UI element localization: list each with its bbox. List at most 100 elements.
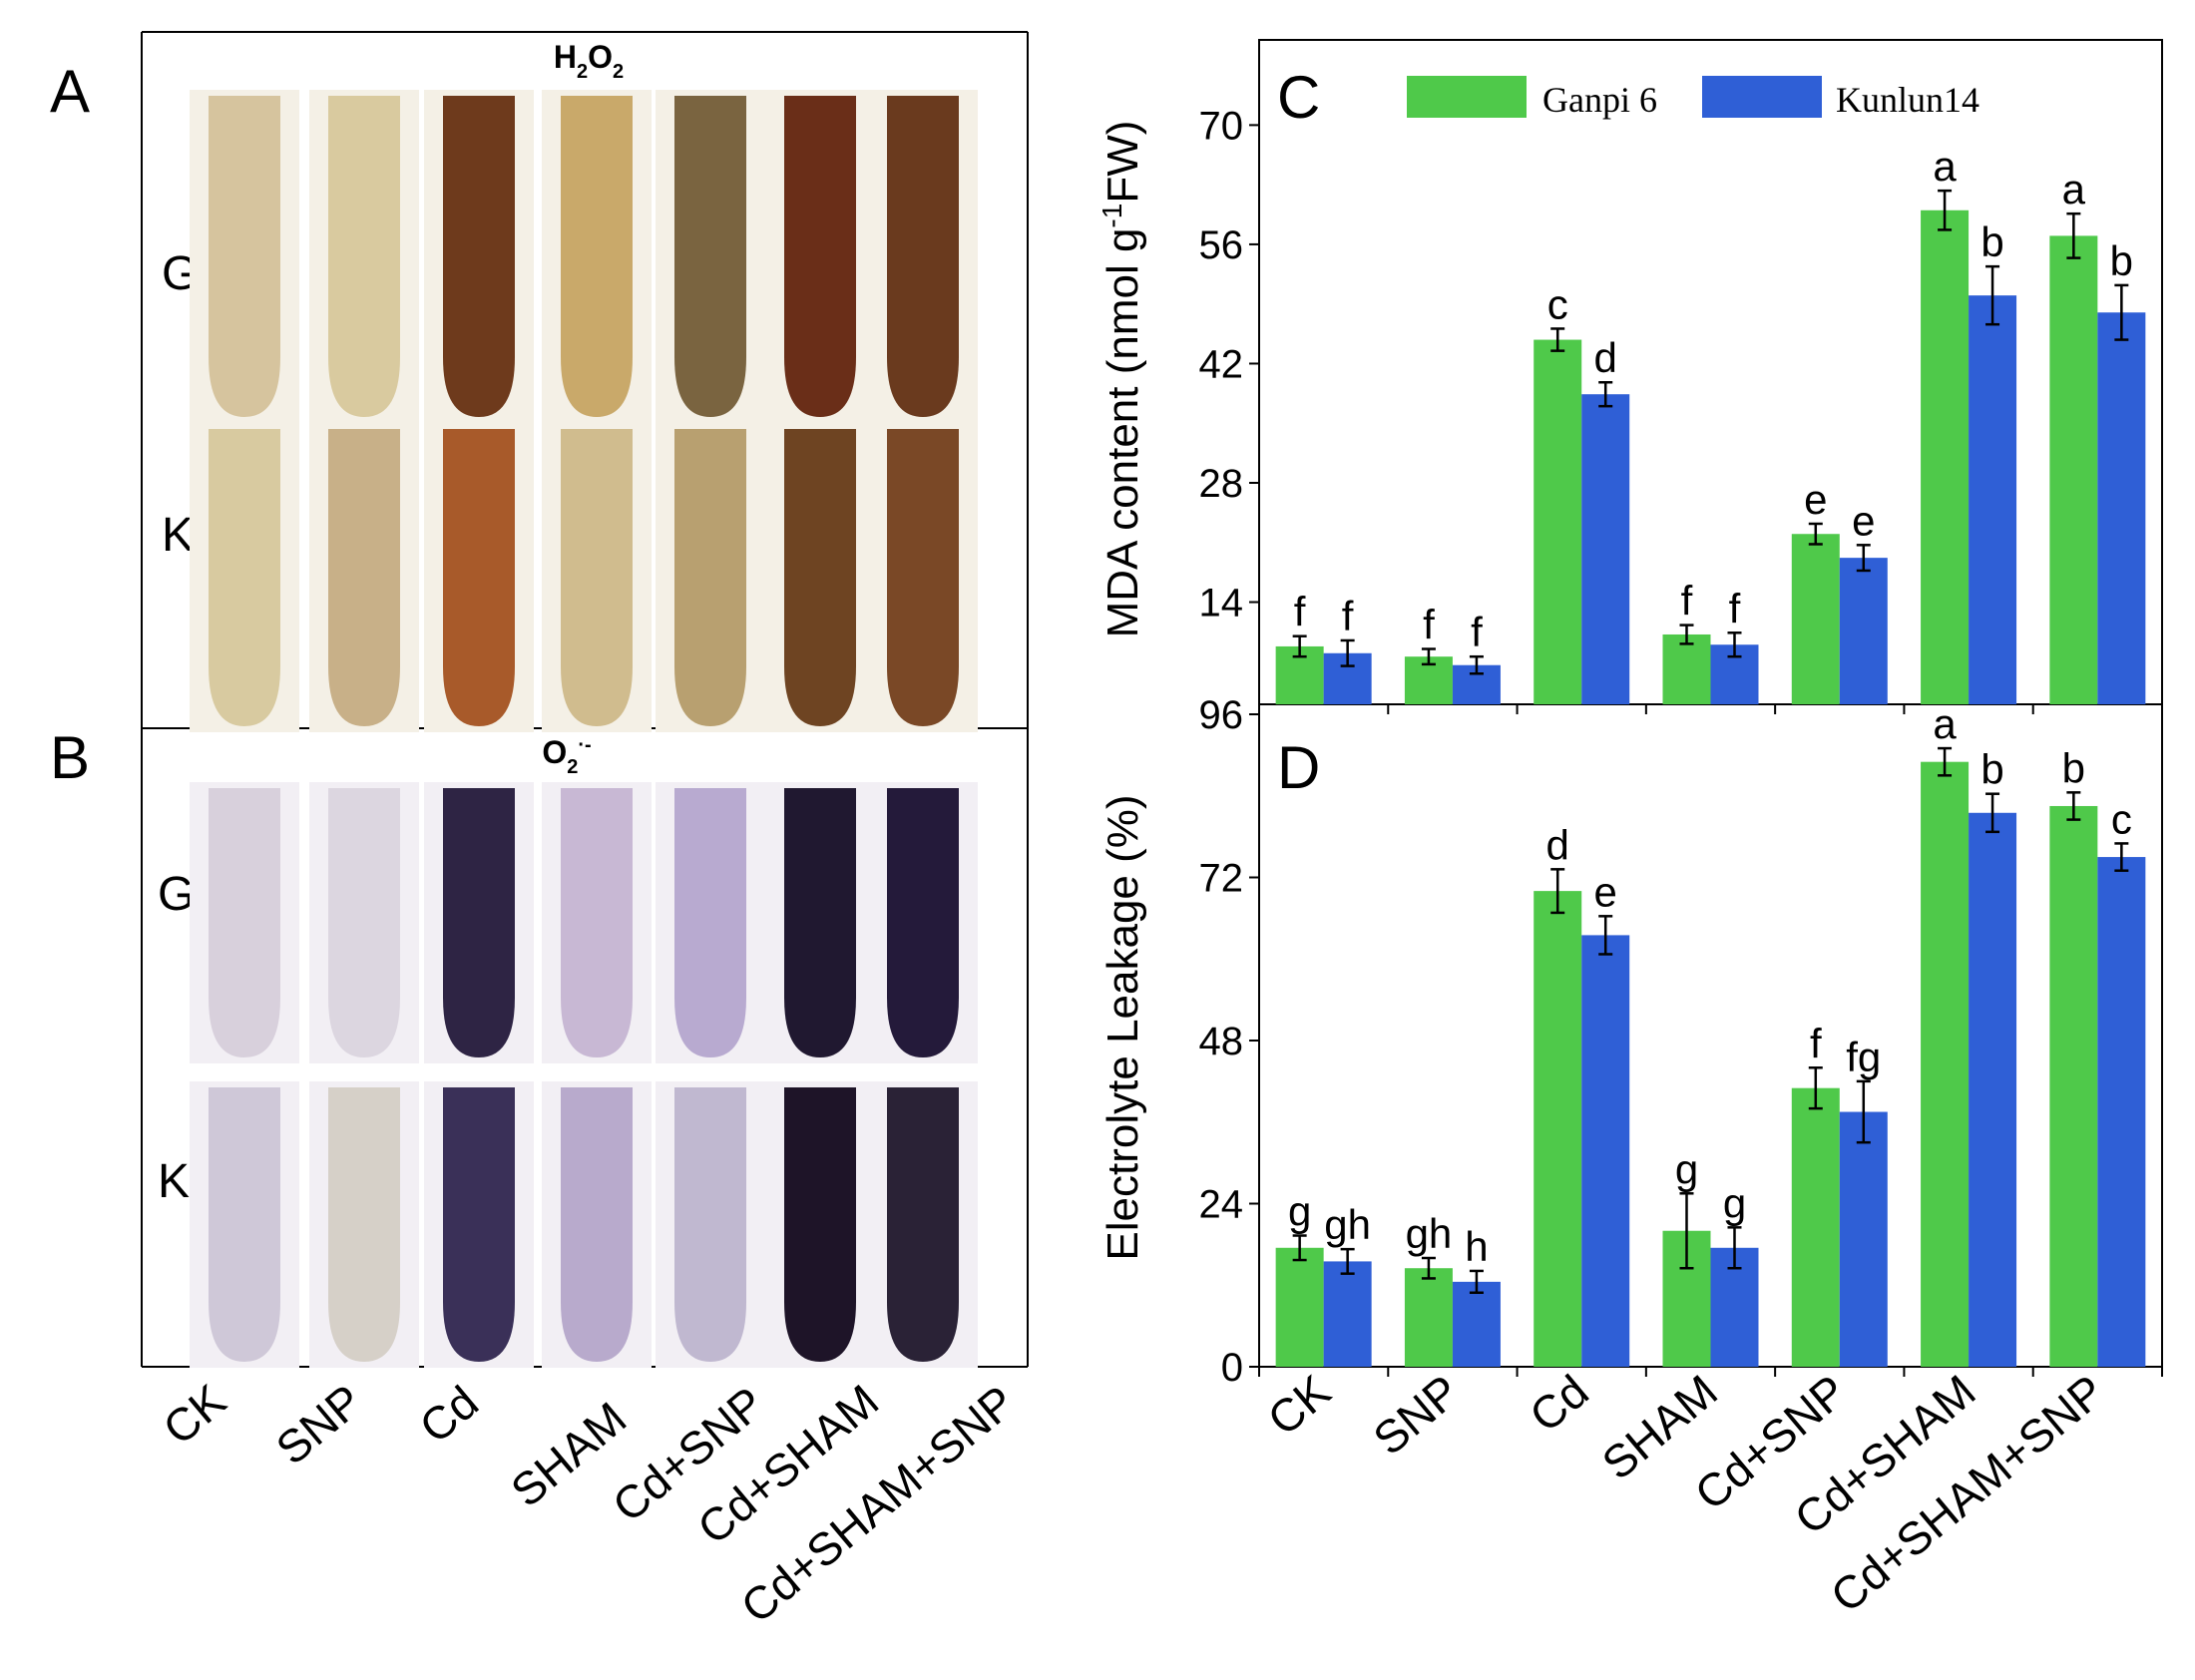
el-bar-ganpi: [2049, 805, 2098, 1367]
stain-category-label: SNP: [266, 1374, 372, 1474]
o2-k-root-image: [443, 1087, 515, 1362]
root-images: [190, 90, 978, 1368]
h2o2-title: H2O2: [554, 39, 624, 83]
el-sig-letter: fg: [1846, 1034, 1881, 1080]
o2-k-root-image: [784, 1087, 856, 1362]
mda-bar-ganpi: [2049, 235, 2098, 704]
el-bar-ganpi: [1275, 1247, 1324, 1367]
chart-category-label: Cd: [1520, 1365, 1597, 1443]
mda-bar-ganpi: [1921, 210, 1970, 704]
o2-g-root-image: [328, 788, 400, 1057]
el-sig-letter: gh: [1324, 1201, 1371, 1248]
o2-k-root-image: [328, 1087, 400, 1362]
mda-y-tick-label: 14: [1199, 582, 1244, 626]
legend-label-ganpi: Ganpi 6: [1542, 80, 1657, 120]
o2-g-root-image: [443, 788, 515, 1057]
h2o2-k-root-image: [328, 429, 400, 726]
o2-g-root-image: [561, 788, 633, 1057]
bar-chart-panels: C D Ganpi 6 Kunlun14 MDA content (nmol g…: [1097, 39, 2163, 1623]
mda-y-tick-label: 70: [1199, 104, 1244, 148]
legend: Ganpi 6 Kunlun14: [1407, 76, 1979, 120]
el-bar-ganpi: [1404, 1268, 1453, 1367]
el-bar-kunlun: [1581, 935, 1630, 1367]
chart-category-label: CK: [1258, 1365, 1341, 1446]
el-sig-letter: g: [1723, 1179, 1746, 1226]
el-bar-kunlun: [1323, 1261, 1372, 1367]
el-sig-letter: b: [1980, 746, 2003, 793]
row-label-a-k: K: [162, 509, 194, 562]
legend-swatch-kunlun: [1702, 76, 1822, 118]
el-bar-kunlun: [1969, 812, 2017, 1367]
el-sig-letter: d: [1546, 821, 1569, 868]
o2-g-root-image: [674, 788, 746, 1057]
o2-k-root-image: [561, 1087, 633, 1362]
el-y-tick-label: 0: [1221, 1346, 1243, 1390]
legend-swatch-ganpi: [1407, 76, 1527, 118]
el-sig-letter: h: [1465, 1223, 1488, 1270]
el-sig-letter: e: [1594, 868, 1617, 915]
mda-sig-letter: d: [1594, 334, 1617, 381]
el-bar-kunlun: [1839, 1111, 1888, 1367]
mda-sig-letter: f: [1681, 578, 1693, 625]
panel-letter-d: D: [1277, 734, 1320, 801]
el-sig-letter: f: [1810, 1020, 1822, 1066]
h2o2-g-root-image: [887, 96, 959, 417]
mda-bar-kunlun: [1581, 394, 1630, 704]
o2-k-root-image: [887, 1087, 959, 1362]
panel-letter-a: A: [50, 58, 90, 125]
superoxide-title: O2·-: [542, 734, 591, 778]
mda-bar-ganpi: [1662, 633, 1711, 704]
el-y-tick-label: 24: [1199, 1183, 1244, 1227]
el-bar-kunlun: [1452, 1281, 1501, 1367]
h2o2-k-root-image: [887, 429, 959, 726]
el-sig-letter: c: [2111, 795, 2132, 842]
h2o2-g-root-image: [209, 96, 280, 417]
mda-sig-letter: a: [1933, 143, 1957, 190]
y-axis-title-d: Electrolyte Leakage (%): [1098, 794, 1147, 1260]
mda-sig-letter: f: [1423, 602, 1435, 648]
h2o2-k-root-image: [561, 429, 633, 726]
mda-bar-ganpi: [1791, 534, 1840, 704]
h2o2-g-root-image: [674, 96, 746, 417]
mda-sig-letter: b: [2110, 237, 2133, 284]
el-y-tick-label: 72: [1199, 857, 1244, 901]
mda-sig-letter: a: [2062, 166, 2086, 212]
el-y-tick-label: 96: [1199, 693, 1244, 737]
chart-category-label: SNP: [1363, 1365, 1469, 1466]
h2o2-k-root-image: [674, 429, 746, 726]
mda-sig-letter: b: [1980, 218, 2003, 265]
h2o2-k-root-image: [443, 429, 515, 726]
mda-sig-letter: f: [1294, 589, 1306, 635]
el-sig-letter: g: [1675, 1145, 1698, 1192]
mda-y-tick-label: 56: [1199, 223, 1244, 267]
legend-label-kunlun: Kunlun14: [1836, 80, 1979, 120]
mda-y-tick-label: 42: [1199, 342, 1244, 386]
staining-panels: A B H2O2 O2·- G K G K CK SNP Cd SHAMCd+SNPC…: [50, 31, 1029, 1633]
el-sig-letter: b: [2062, 744, 2085, 791]
o2-k-root-image: [674, 1087, 746, 1362]
panel-letter-c: C: [1277, 64, 1320, 131]
el-bar-ganpi: [1791, 1087, 1840, 1367]
o2-g-root-image: [784, 788, 856, 1057]
mda-sig-letter: f: [1471, 609, 1483, 655]
h2o2-g-root-image: [328, 96, 400, 417]
mda-sig-letter: e: [1852, 497, 1875, 544]
mda-bar-ganpi: [1534, 339, 1582, 704]
mda-sig-letter: c: [1547, 280, 1568, 327]
h2o2-k-root-image: [209, 429, 280, 726]
mda-bar-kunlun: [1969, 295, 2017, 704]
el-bar-ganpi: [1921, 761, 1970, 1367]
row-label-b-k: K: [158, 1155, 190, 1208]
h2o2-g-root-image: [443, 96, 515, 417]
el-sig-letter: g: [1288, 1188, 1311, 1235]
mda-sig-letter: f: [1342, 593, 1354, 639]
stain-category-label: CK: [154, 1374, 236, 1455]
row-label-b-g: G: [158, 868, 195, 921]
o2-g-root-image: [887, 788, 959, 1057]
mda-sig-letter: f: [1729, 585, 1741, 631]
